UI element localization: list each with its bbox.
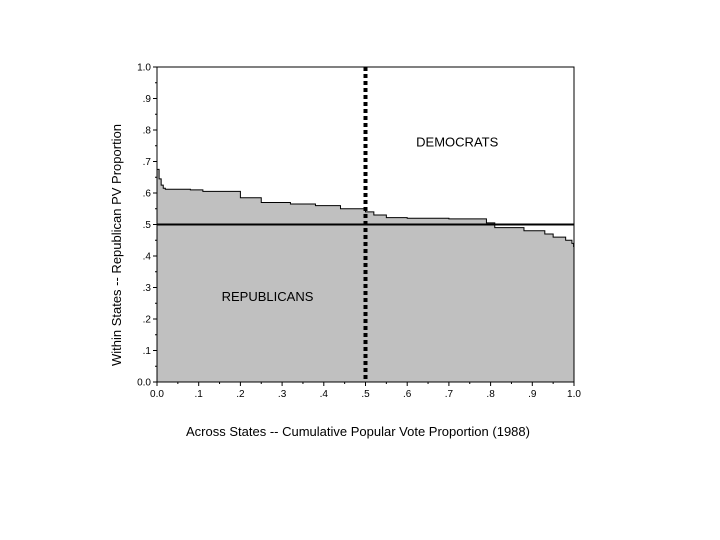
republican-step-line	[157, 168, 575, 335]
y-tick-label: .1	[143, 346, 152, 357]
x-tick-label: .1	[195, 389, 204, 400]
y-axis-label: Within States -- Republican PV Proportio…	[109, 124, 124, 366]
x-tick-label: .3	[278, 389, 287, 400]
y-tick-label: .4	[143, 252, 152, 263]
reference-lines	[157, 67, 574, 382]
annotation-republicans: REPUBLICANS	[222, 289, 314, 304]
x-tick-label: .7	[445, 389, 454, 400]
x-tick-label: 0.0	[150, 389, 164, 400]
x-tick-label: 1.0	[567, 389, 581, 400]
x-tick-label: .5	[361, 389, 370, 400]
y-tick-label: .3	[143, 283, 152, 294]
x-tick-label: .2	[236, 389, 245, 400]
y-tick-label: .2	[143, 315, 152, 326]
y-tick-label: 1.0	[137, 63, 151, 74]
x-tick-label: .9	[528, 389, 537, 400]
republican-area	[157, 169, 574, 382]
annotation-democrats: DEMOCRATS	[416, 135, 498, 150]
y-tick-label: .9	[143, 94, 152, 105]
x-axis-label: Across States -- Cumulative Popular Vote…	[186, 424, 530, 439]
x-tick-label: .6	[403, 389, 412, 400]
area-group	[157, 168, 575, 382]
y-tick-label: 0.0	[137, 378, 151, 389]
x-tick-label: .8	[486, 389, 495, 400]
tick-group: 0.0 .1 .2 .3 .4 .5 .6 .7 .8 .9 1.0 0.0 .1 .2 .3 .4 .5 .6.…	[137, 63, 581, 401]
y-tick-label: .7	[143, 157, 152, 168]
y-tick-label: .8	[143, 126, 152, 137]
y-tick-label: .6	[143, 189, 152, 200]
x-tick-label: .4	[320, 389, 329, 400]
annotation-group: DEMOCRATS REPUBLICANS	[222, 135, 499, 304]
y-tick-label: .5	[143, 220, 152, 231]
